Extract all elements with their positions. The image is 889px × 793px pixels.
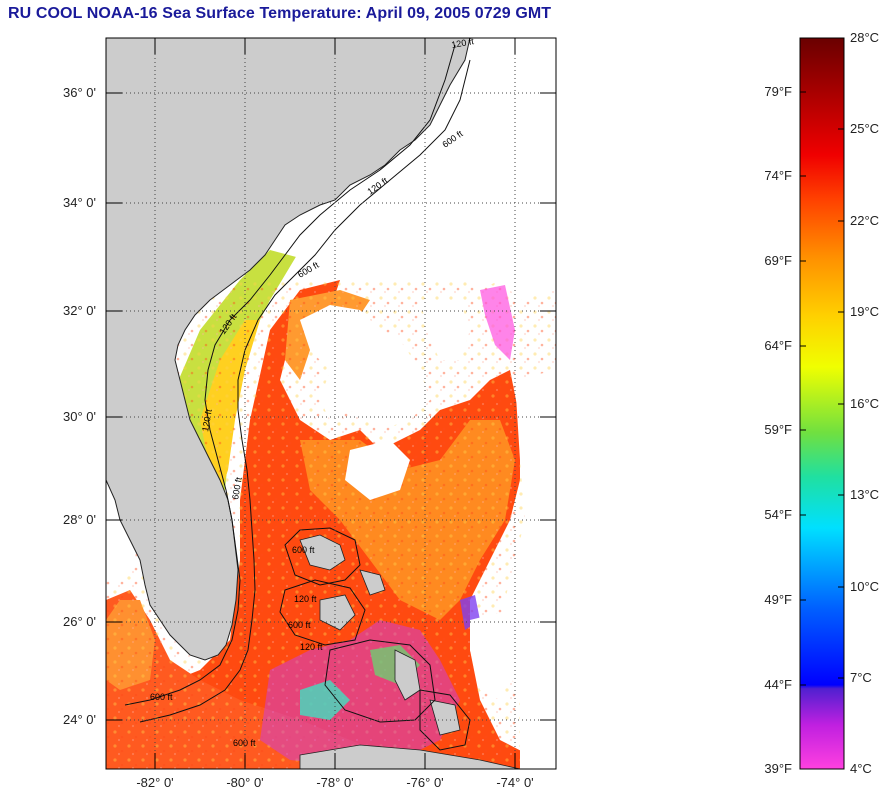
isobath-label: 120 ft [294,594,317,604]
isobath-label: 120 ft [200,408,214,432]
colorbar-c-label: 16°C [850,396,880,411]
colorbar-c-label: 28°C [850,30,880,45]
cloud-cover-central [300,305,430,430]
colorbar-f-label: 74°F [764,168,792,183]
colorbar-f-label: 59°F [764,422,792,437]
map-border [105,37,557,770]
colorbar-f-label: 39°F [764,761,792,776]
land-bahamas-3 [359,569,386,596]
isobath-bahamas-d [419,689,471,751]
lat-label: 24° 0' [63,712,96,727]
colorbar-c-label: 22°C [850,213,880,228]
land-bahamas-2 [319,594,356,631]
isobath-600ft [139,59,471,723]
lat-label: 32° 0' [63,303,96,318]
colorbar [799,37,845,770]
lat-label: 34° 0' [63,195,96,210]
map-ticks [106,38,556,769]
isobath-label: 600 ft [233,738,256,748]
lon-label: -78° 0' [316,775,354,790]
isobath-label: 120 ft [300,642,323,652]
lat-label: 30° 0' [63,409,96,424]
lat-label: 26° 0' [63,614,96,629]
isobath-label: 120 ft [451,36,475,50]
colorbar-f-label: 69°F [764,253,792,268]
sst-bahamas-cyan [300,680,350,720]
cloud-cover-east [420,300,470,360]
isobath-label: 600 ft [150,692,173,702]
colorbar-c-label: 19°C [850,304,880,319]
colorbar-f-label: 44°F [764,677,792,692]
colorbar-c-label: 10°C [850,579,880,594]
isobath-label: 600 ft [288,620,311,630]
colorbar-f-label: 79°F [764,84,792,99]
cloud-cover-mid [345,440,410,500]
lon-label: -80° 0' [226,775,264,790]
land-bahamas-4 [394,649,421,701]
land-bahamas-1 [299,534,346,571]
land-southeast-us [106,38,471,661]
graticule [106,38,556,769]
isobath-label: 600 ft [230,476,244,500]
colorbar-c-label: 7°C [850,670,872,685]
colorbar-ticks [800,37,844,686]
colorbar-c-label: 25°C [850,121,880,136]
map-title: RU COOL NOAA-16 Sea Surface Temperature:… [8,5,552,22]
map-content [106,38,556,769]
cloud-cover-se [470,610,520,700]
isobath-bahamas-b [279,579,366,646]
land-bahamas-5 [429,699,461,736]
isobath-bahamas-a [284,527,361,586]
colorbar-f-label: 54°F [764,507,792,522]
colorbar-f-label: 49°F [764,592,792,607]
lon-label: -76° 0' [406,775,444,790]
isobath-label: 600 ft [292,545,315,555]
colorbar-c-label: 4°C [850,761,872,776]
colorbar-c-label: 13°C [850,487,880,502]
lon-label: -82° 0' [136,775,174,790]
sst-magenta-patch [480,285,515,360]
lon-label: -74° 0' [496,775,534,790]
isobath-120ft [124,44,456,706]
colorbar-f-label: 64°F [764,338,792,353]
lat-label: 28° 0' [63,512,96,527]
isobath-labels: 120 ft 600 ft 120 ft 600 ft 120 ft 600 f… [150,36,475,748]
land-cuba [299,744,521,769]
lat-label: 36° 0' [63,85,96,100]
